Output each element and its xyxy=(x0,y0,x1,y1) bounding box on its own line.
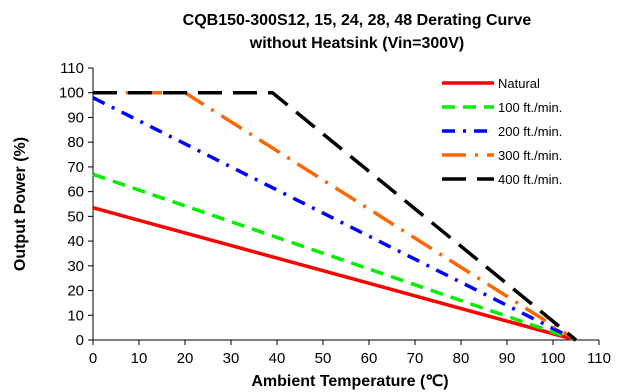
legend-label-5: 400 ft./min. xyxy=(498,172,562,187)
plot-area: 0 10 20 30 40 50 60 70 80 90 100 110 0 10 20 30 40 50 60 70… xyxy=(59,60,611,367)
x-tick-label: 20 xyxy=(177,350,194,367)
y-tick-label: 100 xyxy=(59,85,84,102)
x-tick-label: 100 xyxy=(540,350,565,367)
y-tick-label: 60 xyxy=(67,184,84,201)
chart-title: CQB150-300S12, 15, 24, 28, 48 Derating C… xyxy=(183,12,532,29)
x-tick-label: 60 xyxy=(361,350,378,367)
series-line-1 xyxy=(92,206,577,342)
legend: Natural 100 ft./min. 200 ft./min. 300 ft./m… xyxy=(442,76,562,187)
y-tick-label: 80 xyxy=(67,134,84,151)
y-tick-label: 70 xyxy=(67,159,84,176)
x-tick-label: 80 xyxy=(453,350,470,367)
y-tick-label: 110 xyxy=(60,60,84,77)
y-tick-label: 90 xyxy=(67,109,84,126)
x-tick-label: 70 xyxy=(407,350,424,367)
series-line-5 xyxy=(93,90,578,342)
x-tick-label: 90 xyxy=(499,350,516,367)
series-line-2 xyxy=(92,172,577,342)
x-tick-label: 10 xyxy=(131,350,148,367)
y-tick-label: 10 xyxy=(67,307,84,324)
legend-label-4: 300 ft./min. xyxy=(498,148,562,163)
y-tick-label: 50 xyxy=(67,208,84,225)
x-tick-label: 0 xyxy=(89,350,97,367)
y-tick-label: 20 xyxy=(67,283,84,300)
chart-subtitle: without Heatsink (Vin=300V) xyxy=(249,35,464,52)
y-tick-label: 0 xyxy=(76,332,84,349)
series-line-3 xyxy=(92,96,577,342)
legend-label-1: Natural xyxy=(498,76,540,91)
x-axis-label: Ambient Temperature (℃) xyxy=(251,373,448,390)
x-tick-label: 30 xyxy=(223,350,240,367)
x-tick-label: 110 xyxy=(587,350,611,367)
y-axis-label: Output Power (%) xyxy=(12,137,29,271)
y-tick-label: 30 xyxy=(67,258,84,275)
legend-label-3: 200 ft./min. xyxy=(498,124,562,139)
legend-label-2: 100 ft./min. xyxy=(498,100,562,115)
y-tick-label: 40 xyxy=(67,233,84,250)
x-tick-label: 40 xyxy=(269,350,286,367)
x-tick-label: 50 xyxy=(315,350,332,367)
